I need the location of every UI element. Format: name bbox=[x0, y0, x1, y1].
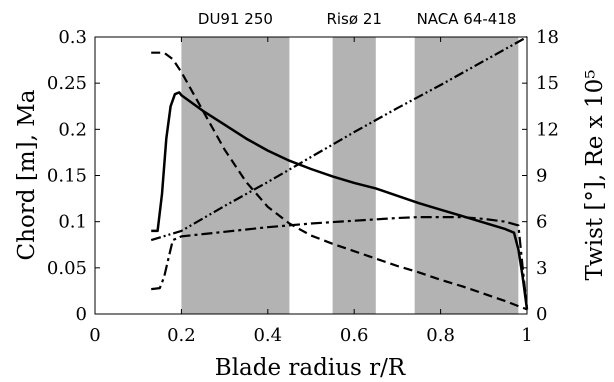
y-left-tick-label: 0.25 bbox=[47, 73, 87, 94]
y-right-tick-label: 9 bbox=[536, 166, 547, 187]
x-tick-label: 0 bbox=[89, 325, 100, 346]
y-right-tick-label: 3 bbox=[536, 258, 547, 279]
y-right-tick-label: 12 bbox=[536, 119, 559, 140]
series-lines bbox=[150, 36, 529, 311]
x-axis-label: Blade radius r/R bbox=[215, 355, 406, 381]
region-label: DU91 250 bbox=[198, 10, 273, 28]
x-tick-label: 0.8 bbox=[426, 325, 455, 346]
y-right-tick-label: 15 bbox=[536, 73, 559, 94]
x-tick-label: 0.6 bbox=[340, 325, 369, 346]
y-left-tick-label: 0.1 bbox=[58, 212, 87, 233]
series-line-dashed bbox=[151, 51, 528, 311]
y-left-tick-labels: 0 0.05 0.1 0.15 0.2 0.25 0.3 bbox=[47, 27, 87, 325]
shaded-region bbox=[181, 37, 290, 314]
x-tick-label: 0.4 bbox=[253, 325, 282, 346]
y-right-tick-label: 6 bbox=[536, 212, 547, 233]
y-right-tick-label: 18 bbox=[536, 27, 559, 48]
airfoil-region-labels: DU91 250 Risø 21 NACA 64-418 bbox=[198, 10, 517, 28]
y-left-axis-label: Chord [m], Ma bbox=[14, 89, 40, 260]
x-tick-label: 1 bbox=[521, 325, 532, 346]
y-left-tick-label: 0.05 bbox=[47, 258, 87, 279]
y-left-tick-label: 0.15 bbox=[47, 166, 87, 187]
y-left-tick-label: 0.3 bbox=[58, 27, 87, 48]
series-line-dash-dot-dot bbox=[150, 36, 528, 242]
x-tick-labels: 0 0.2 0.4 0.6 0.8 1 bbox=[89, 325, 532, 346]
shaded-region bbox=[332, 37, 376, 314]
region-label: Risø 21 bbox=[326, 10, 381, 28]
axis-ticks bbox=[94, 36, 528, 315]
region-label: NACA 64-418 bbox=[417, 10, 517, 28]
y-right-axis-label: Twist [°], Re x 10⁵ bbox=[582, 70, 608, 281]
series-line-solid bbox=[151, 91, 529, 310]
y-left-tick-label: 0 bbox=[76, 304, 87, 325]
shaded-region bbox=[414, 37, 519, 314]
y-right-tick-label: 0 bbox=[536, 304, 547, 325]
airfoil-regions bbox=[181, 37, 519, 314]
y-left-tick-label: 0.2 bbox=[58, 119, 87, 140]
x-tick-label: 0.2 bbox=[167, 325, 196, 346]
y-right-tick-labels: 0 3 6 9 12 15 18 bbox=[536, 27, 559, 325]
series-line-dash-dot bbox=[151, 216, 529, 310]
